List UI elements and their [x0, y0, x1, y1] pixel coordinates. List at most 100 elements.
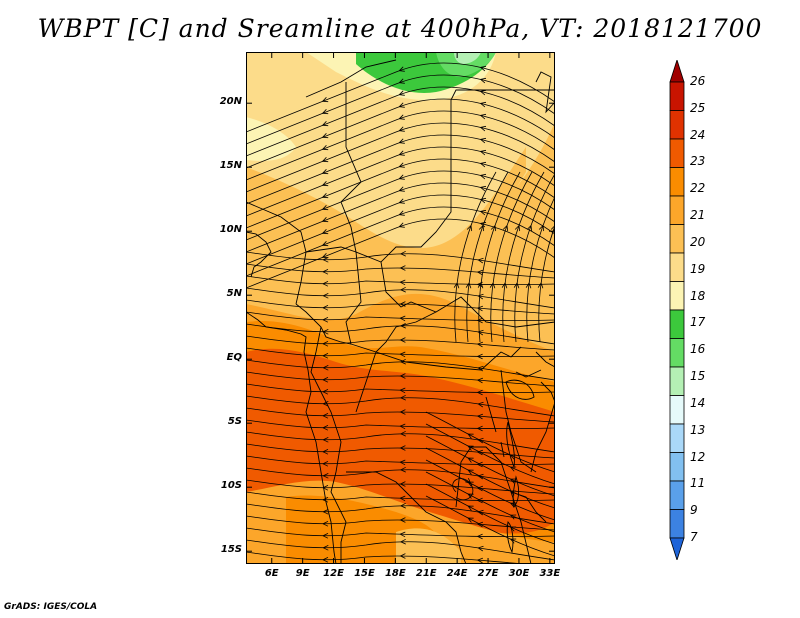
streamline-arrow: [398, 126, 405, 132]
streamline-arrow: [479, 125, 487, 132]
streamline-arrow: [322, 557, 329, 563]
streamline-arrow: [478, 224, 485, 232]
streamline-arrow: [399, 531, 406, 538]
streamline: [246, 218, 555, 289]
streamline-arrow: [479, 137, 487, 144]
streamline-arrow: [398, 150, 405, 156]
streamline-arrow: [550, 225, 555, 230]
streamline: [246, 182, 555, 253]
streamline-arrow: [322, 377, 329, 383]
streamline-arrow: [509, 502, 517, 508]
colorbar-swatch: [669, 224, 685, 254]
streamline: [246, 407, 555, 423]
streamline: [452, 478, 474, 501]
streamline: [514, 172, 555, 343]
streamline-arrow: [476, 317, 483, 324]
wbpt-streamline-map: [246, 52, 555, 564]
streamline-arrow: [399, 358, 406, 365]
streamline-arrow: [322, 257, 329, 263]
streamline: [246, 287, 555, 309]
streamline-arrow: [477, 257, 484, 264]
colorbar-label: 25: [690, 100, 706, 115]
streamline-arrow: [321, 145, 329, 151]
streamline: [502, 171, 545, 343]
streamline-arrow: [479, 173, 487, 180]
colorbar-swatch: [669, 281, 685, 311]
streamline-arrow: [399, 517, 406, 523]
streamline-arrow: [467, 469, 474, 475]
lat-label: 15N: [219, 160, 242, 172]
colorbar: [669, 60, 685, 560]
streamline-arrow: [322, 425, 329, 431]
streamline-arrow: [322, 341, 329, 347]
streamline-arrow: [399, 459, 406, 466]
colorbar-label: 19: [690, 261, 706, 276]
colorbar-top-arrow: [669, 60, 685, 83]
streamline-arrow: [465, 282, 472, 289]
colorbar-swatch: [669, 338, 685, 368]
streamline-arrow: [476, 413, 484, 420]
streamline-arrow: [476, 557, 484, 564]
streamline-arrow: [509, 514, 517, 520]
streamline-arrow: [476, 533, 483, 540]
streamline-arrow: [322, 365, 329, 371]
streamline: [246, 134, 555, 205]
map-title: WBPT [C] and Sreamline at 400hPa, VT: 20…: [37, 14, 763, 43]
streamline-arrow: [479, 197, 487, 204]
streamline-arrow: [398, 114, 405, 120]
streamline-arrow: [399, 495, 406, 502]
colorbar-swatch: [669, 366, 685, 396]
streamline-arrow: [399, 387, 406, 394]
lat-label: 15S: [220, 544, 242, 556]
streamline-arrow: [398, 162, 405, 168]
streamline-arrow: [502, 224, 509, 232]
shade-18-west: [246, 117, 296, 161]
streamline-arrow: [467, 457, 474, 463]
streamline-arrow: [476, 461, 483, 468]
streamline-arrow: [322, 437, 329, 443]
streamline-arrow: [476, 449, 484, 456]
streamline-arrow: [321, 97, 329, 103]
streamline: [246, 74, 555, 145]
streamline: [538, 224, 555, 343]
lon-label: 21E: [415, 568, 437, 579]
streamline-arrow: [322, 509, 329, 515]
lat-label: 20N: [219, 96, 242, 108]
colorbar-label: 26: [690, 74, 706, 88]
wbpt-shading: [246, 52, 555, 564]
streamline-arrow: [321, 121, 329, 127]
lon-label: 27E: [477, 568, 499, 579]
streamline: [246, 371, 555, 387]
streamline: [490, 171, 533, 343]
streamline: [246, 275, 555, 286]
streamline-arrow: [489, 282, 496, 289]
streamline-arrow: [399, 466, 406, 473]
streamline: [246, 146, 555, 217]
colorbar-label: 24: [690, 127, 706, 142]
streamline-arrow: [477, 437, 484, 444]
streamline-arrow: [321, 169, 329, 175]
streamline: [246, 527, 555, 538]
streamline-arrow: [398, 90, 405, 96]
streamline-arrow: [398, 102, 405, 108]
streamline-arrow: [399, 553, 406, 559]
colorbar-label: 18: [690, 288, 706, 303]
streamline: [246, 515, 555, 531]
streamline-arrow: [322, 317, 329, 323]
colorbar-label: 13: [690, 422, 706, 437]
streamline: [526, 195, 555, 343]
streamline-arrow: [399, 265, 406, 271]
lat-label: 5S: [227, 416, 242, 428]
streamline-arrow: [509, 526, 517, 532]
lat-label: 10S: [220, 480, 242, 492]
streamline-arrow: [479, 77, 487, 84]
streamline: [246, 551, 532, 564]
streamline-arrow: [477, 365, 484, 372]
streamline-arrow: [321, 205, 329, 211]
colorbar-swatch: [669, 480, 685, 510]
lon-label: 24E: [446, 568, 468, 579]
streamline-arrow: [477, 545, 484, 552]
colorbar-swatch: [669, 423, 685, 453]
streamline-arrow: [322, 521, 329, 527]
lon-label: 30E: [508, 568, 530, 579]
